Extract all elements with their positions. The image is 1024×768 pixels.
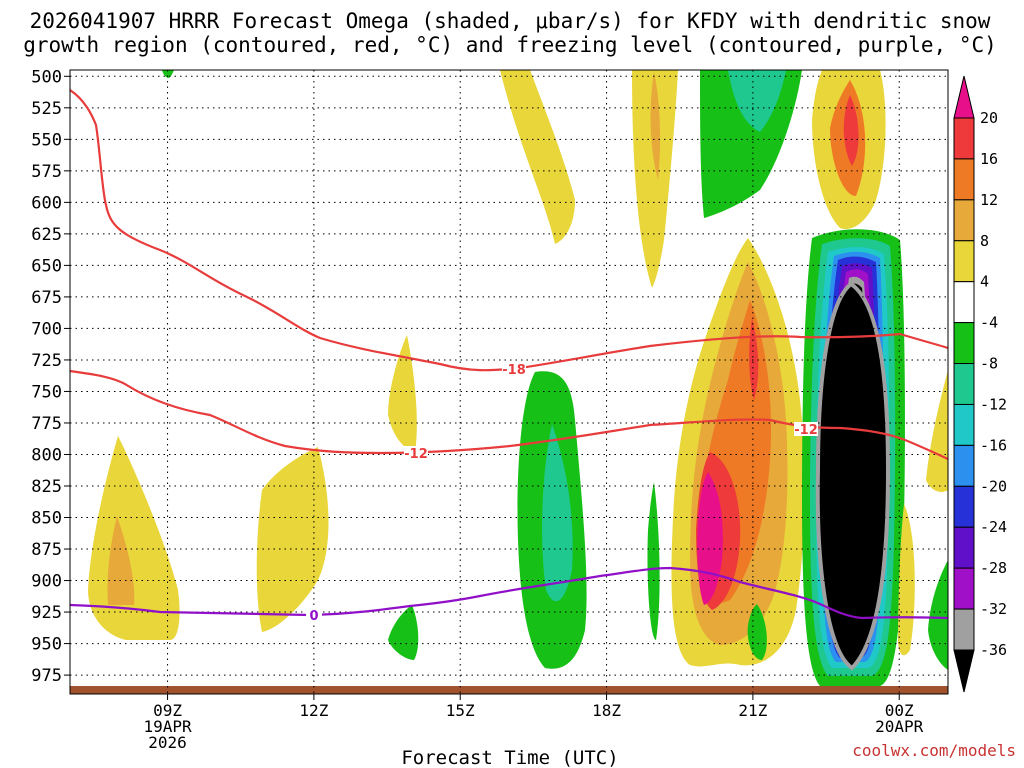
omega-positive-area [388, 335, 417, 452]
omega-positive-area [500, 70, 575, 244]
y-tick-label: 825 [31, 477, 62, 497]
omega-negative-area [647, 482, 660, 640]
dgz-contours: -18 -12 -12 [70, 89, 948, 462]
x-tick-label: 00Z [885, 701, 914, 720]
y-tick-label: 750 [31, 382, 62, 402]
y-tick-label: 950 [31, 635, 62, 655]
shaded-omega-field [70, 70, 948, 694]
x-tick-label: 15Z [446, 701, 475, 720]
colorbar-swatch [953, 403, 975, 446]
x-tick-label: 12Z [299, 701, 328, 720]
colorbar-swatch [953, 363, 975, 405]
chart-title-line-1: 2026041907 HRRR Forecast Omega (shaded, … [30, 9, 991, 33]
colorbar-label: -16 [980, 436, 1007, 454]
omega-negative-area [817, 284, 888, 668]
omega-negative-area [388, 605, 419, 660]
dgz-upper-contour-label: -18 [502, 363, 526, 378]
y-tick-label: 850 [31, 509, 62, 529]
y-tick-label: 775 [31, 414, 62, 434]
dgz-lower-contour-label: -12 [404, 447, 428, 462]
colorbar-swatch [953, 117, 975, 160]
credit-text: coolwx.com/models [852, 741, 1016, 760]
grid-lines [70, 70, 948, 694]
omega-positive-area [926, 370, 948, 492]
colorbar-label: 16 [980, 150, 998, 168]
chart-title-line-2: growth region (contoured, red, °C) and f… [23, 33, 997, 57]
colorbar-label: -24 [980, 518, 1007, 536]
colorbar-label: 8 [980, 232, 989, 250]
y-tick-label: 900 [31, 572, 62, 592]
dgz-lower-contour [70, 369, 948, 460]
y-tick-label: 600 [31, 193, 62, 213]
colorbar-swatch [953, 322, 975, 365]
colorbar-label: 12 [980, 191, 998, 209]
y-tick-label: 500 [31, 67, 62, 87]
y-tick-label: 800 [31, 445, 62, 465]
x-tick-label: 09Z [153, 701, 182, 720]
omega-negative-area [728, 70, 786, 132]
freezing-level-line [70, 566, 948, 620]
colorbar-swatch [953, 158, 975, 201]
colorbar-swatch [953, 485, 975, 528]
colorbar-label: -20 [980, 477, 1007, 495]
plot-frame [69, 69, 949, 695]
colorbar-swatch [953, 567, 975, 610]
x-axis-label: Forecast Time (UTC) [401, 747, 618, 768]
colorbar-label: -36 [980, 641, 1007, 659]
colorbar-swatch [953, 240, 975, 283]
x-tick-label: 2026 [148, 733, 187, 752]
y-tick-label: 875 [31, 540, 62, 560]
y-tick-label: 925 [31, 603, 62, 623]
ground-strip [70, 686, 948, 694]
y-tick-label: 550 [31, 130, 62, 150]
omega-positive-area [843, 95, 859, 166]
omega-negative-area [747, 604, 767, 660]
colorbar-label: 20 [980, 109, 998, 127]
y-tick-label: 975 [31, 666, 62, 686]
colorbar-label: -28 [980, 559, 1007, 577]
dgz-right-contour-label: -12 [794, 423, 818, 438]
colorbar-swatch [953, 526, 975, 569]
omega-negative-area [815, 281, 891, 671]
colorbar-top-arrow [953, 75, 975, 119]
x-tick-label: 19APR [143, 717, 192, 736]
y-tick-label: 625 [31, 225, 62, 245]
omega-positive-area [107, 516, 135, 605]
x-tick-label: 20APR [875, 717, 924, 736]
dgz-upper-contour [70, 89, 948, 372]
colorbar-swatch [953, 281, 975, 324]
omega-negative-area [700, 70, 802, 218]
omega-negative-area [542, 424, 573, 602]
omega-positive-area [256, 447, 329, 632]
colorbar-label: 4 [980, 273, 989, 291]
colorbar: 20 16 12 8 4 -4 -8 -12 -16 -20 -24 -28 -32 -36 [953, 75, 1007, 693]
freezing-level-label: 0 [309, 609, 318, 624]
colorbar-swatch [953, 608, 975, 651]
colorbar-label: -4 [980, 314, 998, 332]
y-tick-label: 575 [31, 162, 62, 182]
omega-negative-area [928, 560, 948, 670]
y-tick-label: 725 [31, 351, 62, 371]
colorbar-label: -8 [980, 355, 998, 373]
colorbar-swatch [953, 199, 975, 242]
omega-positive-area [650, 72, 661, 180]
y-tick-label: 675 [31, 288, 62, 308]
x-tick-label: 18Z [592, 701, 621, 720]
colorbar-bottom-arrow [953, 649, 975, 693]
y-tick-label: 525 [31, 99, 62, 119]
x-tick-label: 21Z [738, 701, 767, 720]
colorbar-label: -32 [980, 600, 1007, 618]
y-tick-label: 700 [31, 319, 62, 339]
y-axis: 500 525 550 575 600 625 650 675 700 725 750 775 800 8… [31, 67, 70, 686]
y-tick-label: 650 [31, 256, 62, 276]
colorbar-swatch [953, 444, 975, 487]
freezing-level-contour: 0 [70, 566, 948, 624]
colorbar-label: -12 [980, 395, 1007, 413]
